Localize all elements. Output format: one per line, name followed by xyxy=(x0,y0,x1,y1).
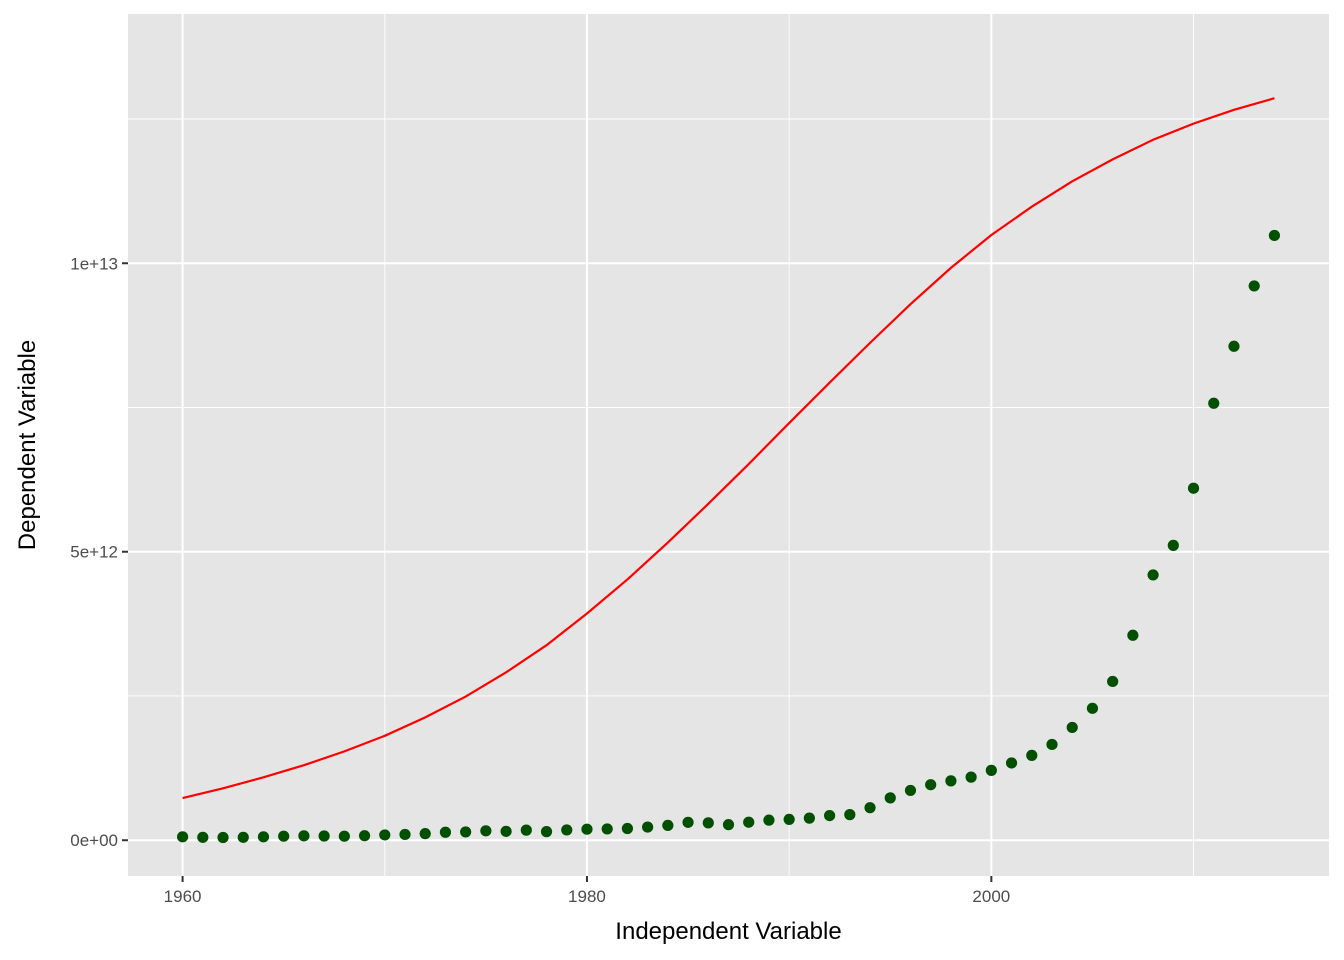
x-tick-label: 1960 xyxy=(164,887,202,906)
data-point xyxy=(884,792,896,804)
data-point xyxy=(621,822,634,835)
data-point xyxy=(1147,569,1159,581)
data-point xyxy=(1066,721,1078,734)
data-point xyxy=(217,831,229,844)
data-point xyxy=(1208,397,1220,409)
data-point xyxy=(480,825,492,837)
data-point xyxy=(1046,738,1058,751)
data-point xyxy=(1026,749,1038,761)
data-point xyxy=(1187,482,1200,494)
data-point xyxy=(985,764,997,776)
data-point xyxy=(1167,539,1179,551)
data-point xyxy=(763,814,775,826)
data-point xyxy=(520,824,532,836)
data-point xyxy=(1228,340,1240,352)
points-layer xyxy=(176,229,1281,844)
x-tick-label: 1980 xyxy=(568,887,606,906)
y-axis-title: Dependent Variable xyxy=(14,340,41,550)
data-point xyxy=(601,823,613,835)
data-point xyxy=(540,826,553,838)
data-point xyxy=(500,825,512,837)
data-point xyxy=(581,823,593,835)
data-point xyxy=(419,828,431,840)
data-point xyxy=(298,830,310,842)
plot-panel xyxy=(128,14,1329,876)
data-point xyxy=(864,802,876,814)
y-tick-labels: 0e+00 5e+12 1e+13 xyxy=(70,254,118,850)
data-point xyxy=(358,830,371,842)
axis-ticks xyxy=(122,262,993,882)
y-tick-label: 0e+00 xyxy=(70,831,118,850)
x-tick-label: 2000 xyxy=(972,887,1010,906)
major-gridlines xyxy=(128,14,1329,876)
y-tick-label: 5e+12 xyxy=(70,543,118,562)
data-point xyxy=(844,809,856,821)
data-point xyxy=(904,784,917,797)
data-point xyxy=(197,831,209,843)
data-point xyxy=(783,813,795,825)
data-point xyxy=(561,824,573,836)
data-point xyxy=(1127,629,1139,641)
data-point xyxy=(965,771,977,783)
data-point xyxy=(945,775,957,787)
data-point xyxy=(1268,229,1281,242)
data-point xyxy=(1086,702,1099,714)
data-point xyxy=(439,826,452,838)
data-point xyxy=(925,779,937,791)
fit-line xyxy=(182,97,1275,800)
data-point xyxy=(743,816,755,828)
y-tick-label: 1e+13 xyxy=(70,254,118,273)
minor-gridlines xyxy=(128,14,1329,876)
data-point xyxy=(237,831,249,843)
data-point xyxy=(1005,757,1018,769)
data-point xyxy=(399,828,411,841)
fit-line-layer xyxy=(182,97,1275,800)
data-point xyxy=(318,830,330,842)
data-point xyxy=(803,812,815,824)
data-point xyxy=(662,819,674,831)
data-point xyxy=(702,817,714,829)
x-axis-title: Independent Variable xyxy=(615,918,841,945)
data-point xyxy=(1248,280,1260,292)
data-point xyxy=(176,831,189,843)
data-point xyxy=(338,830,350,842)
data-point xyxy=(823,809,836,822)
data-point xyxy=(460,826,472,838)
data-point xyxy=(642,821,654,833)
data-point xyxy=(379,829,391,841)
data-point xyxy=(682,816,694,828)
data-point xyxy=(1107,675,1119,688)
x-tick-labels: 1960 1980 2000 xyxy=(164,887,1011,906)
data-point xyxy=(278,830,290,842)
data-point xyxy=(257,831,270,843)
data-point xyxy=(722,819,735,831)
